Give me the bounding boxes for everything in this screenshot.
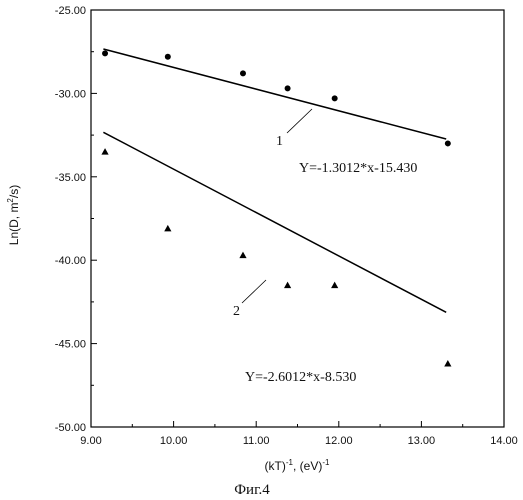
series-1-equation: Y=-1.3012*x-15.430 <box>299 161 417 176</box>
x-tick-label: 10.00 <box>160 435 188 447</box>
plot-frame <box>91 10 504 427</box>
data-point-series-2 <box>239 252 246 258</box>
x-tick-label: 14.00 <box>490 435 518 447</box>
x-tick-label: 13.00 <box>408 435 436 447</box>
data-point-series-2 <box>331 282 338 288</box>
series-2-label: 2 <box>233 304 240 319</box>
figure-caption: Фиг.4 <box>234 482 270 498</box>
x-axis-title-mid: , (eV) <box>293 459 322 473</box>
y-axis-title: Ln(D, m2/s) <box>6 185 21 245</box>
data-point-series-1 <box>332 95 338 101</box>
x-tick-label: 11.00 <box>243 435 270 447</box>
x-axis-title: (kT)-1, (eV)-1 <box>265 458 330 473</box>
data-point-series-2 <box>101 148 108 154</box>
fit-lines <box>103 49 446 312</box>
y-tick-label: -25.00 <box>55 5 86 17</box>
y-axis-title-tail: /s) <box>7 185 21 198</box>
y-tick-label: -35.00 <box>55 172 86 184</box>
data-points <box>101 50 451 366</box>
y-tick-label: -30.00 <box>55 88 86 100</box>
fit-line-series-2 <box>103 132 446 312</box>
data-point-series-1 <box>165 54 171 60</box>
y-axis-title-base: Ln(D, m <box>7 203 21 246</box>
data-point-series-1 <box>445 140 451 146</box>
y-tick-label: -45.00 <box>55 339 86 351</box>
x-tick-label: 9.00 <box>80 435 101 447</box>
series-1-leader <box>287 109 312 133</box>
x-axis-ticks: 9.00 10.00 11.00 12.00 13.00 14.00 <box>80 421 517 447</box>
fit-line-series-1 <box>103 49 446 139</box>
y-tick-label: -40.00 <box>55 255 86 267</box>
x-tick-label: 12.00 <box>325 435 353 447</box>
data-point-series-2 <box>284 282 291 288</box>
data-point-series-2 <box>164 225 171 231</box>
x-axis-title-base: (kT) <box>265 459 286 473</box>
data-point-series-1 <box>240 70 246 76</box>
series-2-equation: Y=-2.6012*x-8.530 <box>245 370 356 385</box>
series-1-label: 1 <box>276 134 283 149</box>
y-tick-label: -50.00 <box>55 422 86 434</box>
data-point-series-1 <box>102 50 108 56</box>
data-point-series-2 <box>444 360 451 366</box>
x-axis-title-exp2: -1 <box>322 458 330 467</box>
series-2-leader <box>242 280 266 303</box>
data-point-series-1 <box>285 85 291 91</box>
